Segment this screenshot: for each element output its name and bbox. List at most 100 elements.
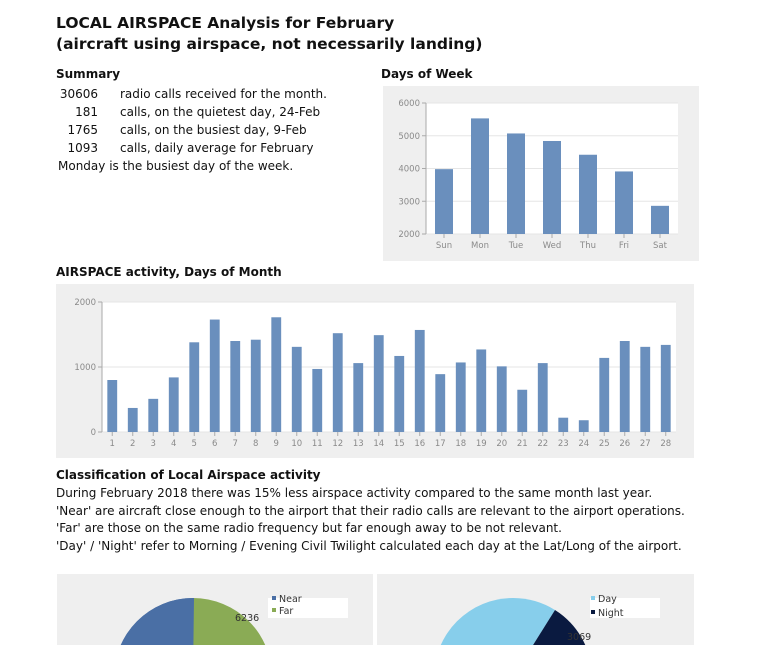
y-tick-label: 1000 xyxy=(74,363,96,373)
bar xyxy=(435,374,446,432)
pie-slice-day xyxy=(440,598,513,645)
legend-label-day: Day xyxy=(598,594,617,605)
summary-value: 1093 xyxy=(67,141,98,155)
x-tick-label: Wed xyxy=(543,241,562,251)
summary-row: 30606 radio calls received for the month. xyxy=(58,85,327,103)
bar xyxy=(507,133,525,234)
classification-line: 'Far' are those on the same radio freque… xyxy=(56,521,562,536)
bar xyxy=(414,329,425,432)
bar xyxy=(127,407,138,432)
y-tick-label: 2000 xyxy=(74,298,96,308)
summary-value: 181 xyxy=(75,105,98,119)
x-tick-label: 11 xyxy=(312,439,323,449)
bar xyxy=(651,205,669,234)
legend-box xyxy=(590,598,660,618)
y-tick-label: 2000 xyxy=(398,230,420,240)
x-tick-label: 7 xyxy=(233,439,238,449)
bar xyxy=(543,140,561,234)
day-night-pie-chart: 3069 Day Night xyxy=(440,594,660,645)
bar xyxy=(476,349,487,432)
weekday-chart-panel: 2000 3000 4000 5000 6000 Sun Mon Tue Wed Thu Fri Sa… xyxy=(383,86,699,261)
classification-line: 'Day' / 'Night' refer to Morning / Eveni… xyxy=(56,539,682,554)
legend-swatch-night xyxy=(591,610,595,614)
x-tick-label: 8 xyxy=(253,439,258,449)
summary-text: radio calls received for the month. xyxy=(120,87,327,101)
bar xyxy=(619,341,630,432)
y-tick-label: 5000 xyxy=(398,132,420,142)
x-tick-label: 19 xyxy=(476,439,487,449)
legend-label-near: Near xyxy=(279,594,302,605)
y-tick-label: 3000 xyxy=(398,197,420,207)
pie-slice-near xyxy=(120,598,193,645)
x-tick-label: 5 xyxy=(192,439,197,449)
x-tick-label: 28 xyxy=(660,439,671,449)
summary-text: calls, on the quietest day, 24-Feb xyxy=(120,105,321,119)
bar xyxy=(373,335,384,432)
month-chart-title: AIRSPACE activity, Days of Month xyxy=(56,265,282,279)
pie-slice-far xyxy=(192,597,266,645)
legend-swatch-day xyxy=(591,596,595,600)
x-tick-label: 26 xyxy=(619,439,630,449)
pie-label: 6236 xyxy=(235,613,259,624)
summary-row: 1093 calls, daily average for February xyxy=(58,139,327,157)
x-tick-label: 6 xyxy=(212,439,217,449)
bar xyxy=(189,342,200,432)
x-tick-label: 16 xyxy=(414,439,425,449)
summary-row: 181 calls, on the quietest day, 24-Feb xyxy=(58,103,327,121)
x-tick-label: 12 xyxy=(332,439,343,449)
bar xyxy=(353,363,364,432)
page-title: LOCAL AIRSPACE Analysis for February (ai… xyxy=(56,13,482,55)
summary-text: calls, on the busiest day, 9-Feb xyxy=(120,123,307,137)
bar xyxy=(291,346,302,432)
bar xyxy=(148,398,159,432)
legend-label-far: Far xyxy=(279,606,293,617)
summary-heading: Summary xyxy=(56,67,121,81)
near-far-pie-chart: 6236 Near Far xyxy=(120,594,348,645)
summary-text: calls, daily average for February xyxy=(120,141,314,155)
bar xyxy=(168,377,179,432)
bar xyxy=(579,154,597,234)
summary-footer: Monday is the busiest day of the week. xyxy=(58,159,294,173)
legend-label-night: Night xyxy=(598,608,624,619)
bar xyxy=(107,380,118,432)
near-far-pie-panel: 6236 Near Far xyxy=(57,574,373,645)
x-tick-label: 15 xyxy=(394,439,405,449)
month-chart-panel: 0 1000 2000 1 2 3 4 5 6 7 8 9 10 11 12 13 14 15 16 17 18 19 20… xyxy=(56,284,694,458)
x-tick-label: 25 xyxy=(599,439,610,449)
x-tick-label: 3 xyxy=(151,439,156,449)
title-line-1: LOCAL AIRSPACE Analysis for February xyxy=(56,14,395,32)
x-tick-label: Sat xyxy=(653,241,668,251)
bar xyxy=(332,333,343,432)
x-tick-label: 22 xyxy=(537,439,548,449)
x-tick-label: 1 xyxy=(110,439,115,449)
legend-swatch-near xyxy=(272,596,276,600)
x-tick-label: 24 xyxy=(578,439,589,449)
pie-slice-near-upper xyxy=(193,597,194,645)
y-tick-label: 4000 xyxy=(398,165,420,175)
x-tick-label: 21 xyxy=(517,439,528,449)
x-tick-label: 23 xyxy=(558,439,569,449)
y-tick-label: 6000 xyxy=(398,99,420,109)
bar xyxy=(435,169,453,234)
weekday-chart-title: Days of Week xyxy=(381,67,473,81)
bar xyxy=(599,357,610,432)
x-tick-label: 9 xyxy=(274,439,279,449)
x-tick-label: 20 xyxy=(496,439,507,449)
bar xyxy=(615,171,633,234)
title-line-2: (aircraft using airspace, not necessaril… xyxy=(56,35,483,53)
pie-slice-day-right xyxy=(513,597,555,645)
bar xyxy=(394,355,405,432)
bar xyxy=(230,341,241,432)
x-tick-label: Fri xyxy=(619,241,629,251)
summary-value: 30606 xyxy=(59,87,98,101)
x-tick-label: 27 xyxy=(640,439,651,449)
bar xyxy=(660,344,671,432)
pie-label: 3069 xyxy=(567,632,591,643)
x-tick-label: 4 xyxy=(171,439,176,449)
bar xyxy=(640,346,651,432)
x-tick-label: 17 xyxy=(435,439,446,449)
bar xyxy=(558,417,569,432)
legend-swatch-far xyxy=(272,608,276,612)
legend-box xyxy=(268,598,348,618)
